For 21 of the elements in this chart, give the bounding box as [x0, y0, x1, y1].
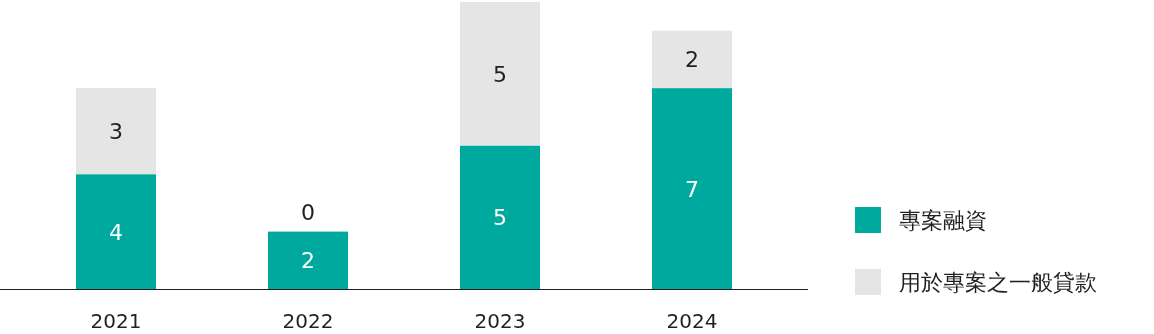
- legend-label: 用於專案之一般貸款: [899, 270, 1097, 295]
- data-label: 2: [685, 47, 699, 73]
- x-tick-label: 2022: [282, 309, 334, 333]
- bar: [76, 88, 156, 175]
- bar: [268, 231, 348, 289]
- data-label: 5: [493, 205, 507, 231]
- data-label: 2: [301, 248, 315, 274]
- data-label: 0: [301, 199, 315, 225]
- bar: [652, 88, 732, 289]
- data-label: 7: [685, 176, 699, 202]
- x-tick-label: 2021: [90, 309, 142, 333]
- data-label: 4: [109, 219, 123, 245]
- data-label: 3: [109, 119, 123, 145]
- bar: [460, 2, 540, 146]
- x-tick-label: 2024: [666, 309, 718, 333]
- bar: [652, 30, 732, 89]
- x-tick-label: 2023: [474, 309, 526, 333]
- data-label: 5: [493, 61, 507, 87]
- bar: [460, 145, 540, 289]
- legend-label: 專案融資: [899, 208, 987, 233]
- bar: [76, 174, 156, 289]
